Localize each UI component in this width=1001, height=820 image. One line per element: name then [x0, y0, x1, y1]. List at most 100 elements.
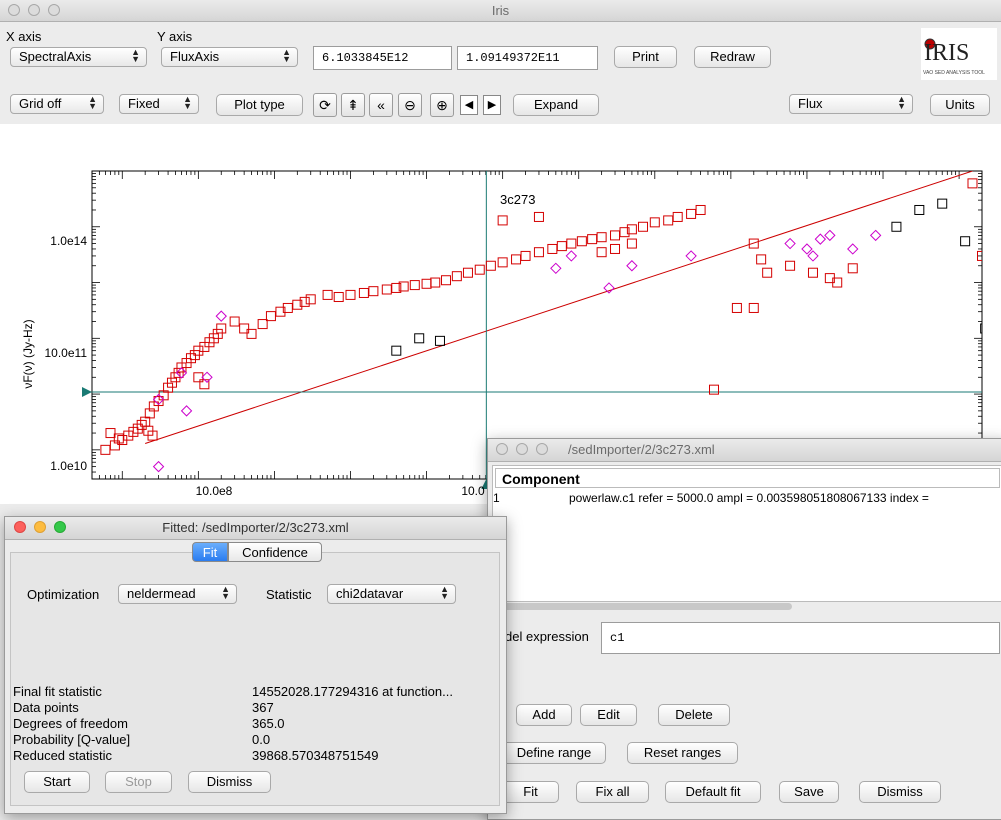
- data-point: [695, 204, 706, 215]
- zoom-window-button[interactable]: [48, 4, 60, 16]
- x-coordinate-field[interactable]: 6.1033845E12: [313, 46, 452, 70]
- data-point: [180, 405, 193, 417]
- data-point: [152, 460, 165, 473]
- grid-select[interactable]: Grid off ▲ ▼: [10, 94, 104, 114]
- optimization-label: Optimization: [27, 587, 100, 602]
- triangle-right-icon[interactable]: ▶: [483, 95, 501, 115]
- data-point: [147, 430, 158, 441]
- refresh-icon[interactable]: ⟳: [313, 93, 337, 117]
- data-point: [824, 229, 836, 242]
- minimize-window-button[interactable]: [34, 521, 46, 533]
- expand-button[interactable]: Expand: [513, 94, 599, 116]
- flux-select[interactable]: Flux ▲ ▼: [789, 94, 913, 114]
- fix-all-button[interactable]: Fix all: [576, 781, 649, 803]
- data-point: [785, 260, 796, 271]
- dismiss-button[interactable]: Dismiss: [859, 781, 941, 803]
- data-point: [123, 430, 134, 441]
- close-window-button[interactable]: [496, 443, 508, 455]
- close-window-button[interactable]: [8, 4, 20, 16]
- default-fit-button[interactable]: Default fit: [665, 781, 761, 803]
- plot-frame: [91, 170, 983, 480]
- save-button[interactable]: Save: [779, 781, 839, 803]
- plot-title: 3c273: [500, 192, 535, 207]
- zoom-window-button[interactable]: [536, 443, 548, 455]
- data-point: [511, 254, 522, 265]
- data-point: [368, 286, 379, 297]
- model-expression-label: del expression: [505, 629, 589, 644]
- pan-left-icon[interactable]: «: [369, 93, 393, 117]
- data-point: [807, 250, 819, 262]
- data-point: [685, 250, 697, 262]
- data-point: [610, 230, 621, 241]
- start-button[interactable]: Start: [24, 771, 90, 793]
- y-coordinate-field[interactable]: 1.09149372E11: [457, 46, 598, 70]
- plot-type-button[interactable]: Plot type: [216, 94, 303, 116]
- data-point: [891, 221, 902, 232]
- data-point: [672, 211, 683, 222]
- tab-fit[interactable]: Fit: [192, 542, 228, 562]
- define-range-button[interactable]: Define range: [502, 742, 606, 764]
- data-point: [193, 372, 204, 383]
- tab-confidence[interactable]: Confidence: [228, 542, 322, 562]
- dismiss-fit-button[interactable]: Dismiss: [188, 771, 271, 793]
- y-axis-select-value: FluxAxis: [170, 49, 220, 64]
- y-axis-label: Y axis: [157, 29, 193, 44]
- updown-icon: ▲ ▼: [131, 47, 140, 64]
- model-expression-field[interactable]: c1: [601, 622, 1000, 654]
- updown-icon: ▲ ▼: [183, 94, 192, 111]
- data-point: [257, 319, 268, 330]
- sed-plot[interactable]: 3c273 νF(ν) (Jy-Hz) 1.0e14 10.0e11 1.0e10 10.…: [0, 124, 1001, 504]
- units-button[interactable]: Units: [930, 94, 990, 116]
- zoom-in-icon[interactable]: ⊕: [430, 93, 454, 117]
- zoom-out-icon[interactable]: ⊖: [398, 93, 422, 117]
- data-point: [547, 243, 558, 254]
- print-button[interactable]: Print: [614, 46, 677, 68]
- data-point: [708, 384, 719, 395]
- data-point: [229, 316, 240, 327]
- add-button[interactable]: Add: [516, 704, 572, 726]
- optimization-select-value: neldermead: [127, 586, 196, 601]
- minimize-window-button[interactable]: [28, 4, 40, 16]
- data-point: [533, 247, 544, 258]
- data-point: [414, 333, 425, 344]
- data-point: [596, 247, 607, 258]
- component-row[interactable]: powerlaw.c1 refer = 5000.0 ampl = 0.0035…: [569, 491, 929, 505]
- scale-select[interactable]: Fixed ▲ ▼: [119, 94, 199, 114]
- scale-select-value: Fixed: [128, 96, 160, 111]
- main-titlebar: Iris: [0, 0, 1001, 22]
- data-point: [246, 328, 257, 339]
- stop-button[interactable]: Stop: [105, 771, 172, 793]
- data-point: [333, 292, 344, 303]
- iris-logo: IRIS VAO SED ANALYSIS TOOL: [921, 28, 997, 80]
- statistic-select[interactable]: chi2datavar ▲ ▼: [327, 584, 456, 604]
- delete-button[interactable]: Delete: [658, 704, 730, 726]
- close-window-button[interactable]: [14, 521, 26, 533]
- data-point: [638, 221, 649, 232]
- x-tick-label: 10.0: [461, 484, 485, 498]
- data-point: [100, 444, 111, 455]
- y-axis-select[interactable]: FluxAxis ▲ ▼: [161, 47, 298, 67]
- fit-button[interactable]: Fit: [502, 781, 559, 803]
- data-point: [322, 289, 333, 300]
- horizontal-scrollbar[interactable]: [492, 603, 792, 610]
- data-point: [381, 284, 392, 295]
- triangle-left-icon[interactable]: ◀: [460, 95, 478, 115]
- reset-ranges-button[interactable]: Reset ranges: [627, 742, 738, 764]
- data-point: [474, 264, 485, 275]
- minimize-window-button[interactable]: [516, 443, 528, 455]
- component-column-header: Component: [495, 468, 1000, 488]
- x-axis-label: X axis: [6, 29, 42, 44]
- pan-up-icon[interactable]: ⇞: [341, 93, 365, 117]
- edit-button[interactable]: Edit: [580, 704, 637, 726]
- data-point: [977, 250, 982, 261]
- fitted-window-title: Fitted: /sedImporter/2/3c273.xml: [162, 520, 349, 535]
- y-axis-title: νF(ν) (Jy-Hz): [21, 319, 35, 388]
- data-point: [626, 224, 637, 235]
- optimization-select[interactable]: neldermead ▲ ▼: [118, 584, 237, 604]
- updown-icon: ▲ ▼: [282, 47, 291, 64]
- window-title: Iris: [491, 3, 510, 18]
- zoom-window-button[interactable]: [54, 521, 66, 533]
- x-axis-select[interactable]: SpectralAxis ▲ ▼: [10, 47, 147, 67]
- redraw-button[interactable]: Redraw: [694, 46, 771, 68]
- data-point: [299, 296, 310, 307]
